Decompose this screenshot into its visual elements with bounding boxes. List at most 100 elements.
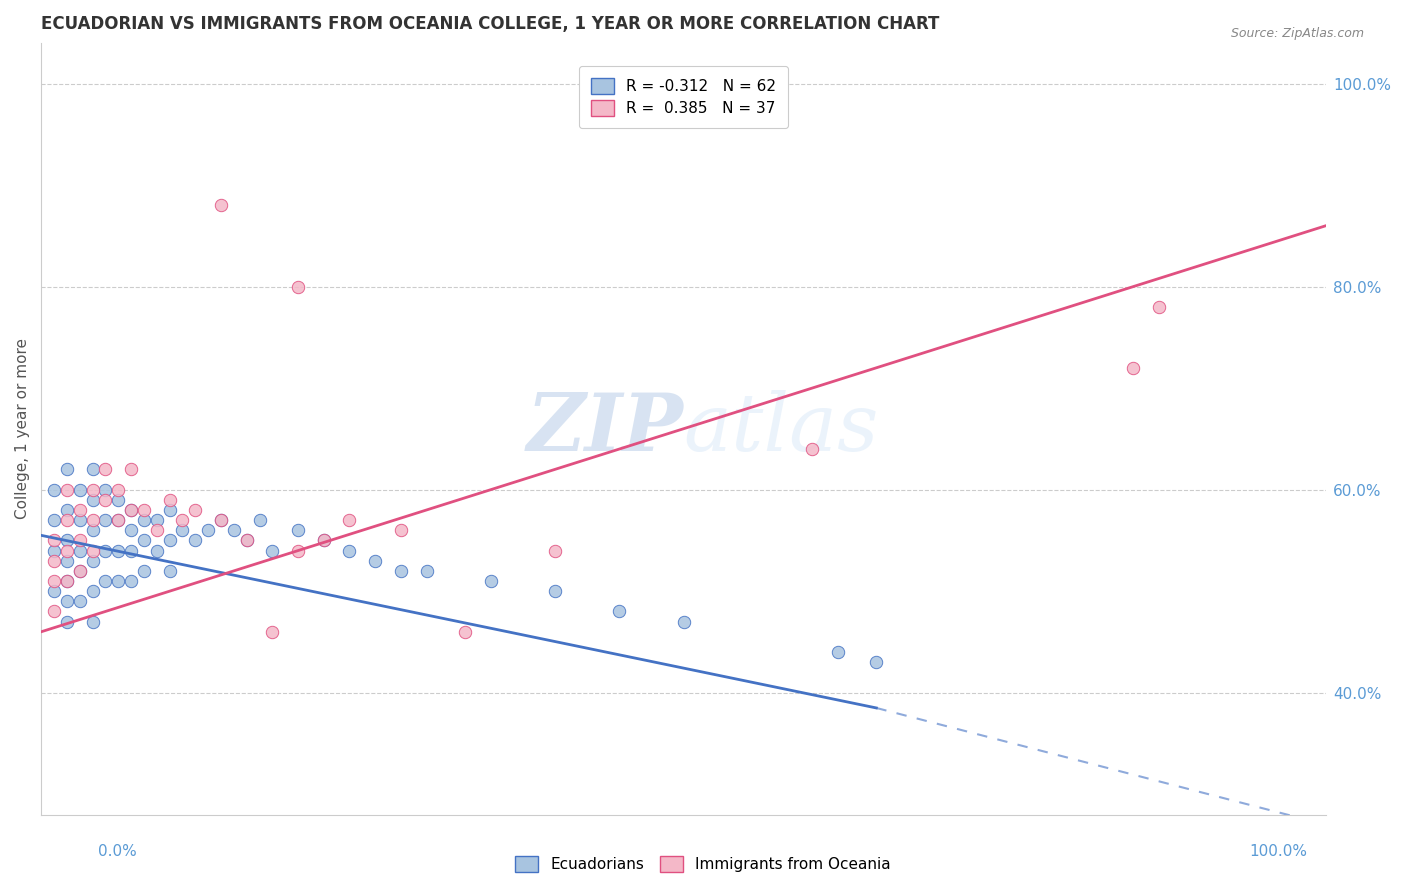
Point bbox=[801, 442, 824, 456]
Point bbox=[69, 594, 91, 608]
Point bbox=[544, 584, 567, 599]
Point bbox=[94, 483, 117, 497]
Point bbox=[56, 503, 79, 517]
Point bbox=[82, 462, 104, 476]
Point bbox=[1147, 300, 1170, 314]
Point bbox=[249, 513, 271, 527]
Point bbox=[69, 533, 91, 548]
Point bbox=[69, 564, 91, 578]
Point bbox=[120, 503, 142, 517]
Point bbox=[82, 615, 104, 629]
Point bbox=[42, 513, 65, 527]
Point bbox=[56, 615, 79, 629]
Point bbox=[56, 574, 79, 588]
Point bbox=[69, 564, 91, 578]
Point bbox=[312, 533, 335, 548]
Point bbox=[1122, 360, 1144, 375]
Point bbox=[107, 483, 129, 497]
Point bbox=[94, 574, 117, 588]
Text: atlas: atlas bbox=[683, 390, 879, 467]
Point bbox=[82, 584, 104, 599]
Point bbox=[287, 543, 309, 558]
Point bbox=[69, 513, 91, 527]
Point bbox=[389, 564, 412, 578]
Point bbox=[82, 513, 104, 527]
Point bbox=[42, 483, 65, 497]
Point bbox=[120, 543, 142, 558]
Point bbox=[56, 533, 79, 548]
Point bbox=[312, 533, 335, 548]
Point bbox=[107, 543, 129, 558]
Point bbox=[222, 523, 245, 537]
Point bbox=[82, 492, 104, 507]
Point bbox=[145, 523, 167, 537]
Text: 0.0%: 0.0% bbox=[98, 845, 138, 859]
Legend: R = -0.312   N = 62, R =  0.385   N = 37: R = -0.312 N = 62, R = 0.385 N = 37 bbox=[579, 66, 789, 128]
Point bbox=[145, 543, 167, 558]
Text: ECUADORIAN VS IMMIGRANTS FROM OCEANIA COLLEGE, 1 YEAR OR MORE CORRELATION CHART: ECUADORIAN VS IMMIGRANTS FROM OCEANIA CO… bbox=[41, 15, 939, 33]
Point bbox=[56, 483, 79, 497]
Point bbox=[120, 462, 142, 476]
Point bbox=[159, 503, 181, 517]
Point bbox=[132, 564, 155, 578]
Point bbox=[42, 574, 65, 588]
Point bbox=[235, 533, 257, 548]
Point bbox=[56, 594, 79, 608]
Point bbox=[82, 483, 104, 497]
Point bbox=[827, 645, 849, 659]
Point bbox=[42, 543, 65, 558]
Point bbox=[56, 554, 79, 568]
Point bbox=[339, 513, 361, 527]
Point bbox=[172, 513, 194, 527]
Point bbox=[209, 198, 232, 212]
Point bbox=[159, 492, 181, 507]
Point bbox=[94, 462, 117, 476]
Y-axis label: College, 1 year or more: College, 1 year or more bbox=[15, 338, 30, 519]
Point bbox=[42, 584, 65, 599]
Point bbox=[209, 513, 232, 527]
Point bbox=[107, 513, 129, 527]
Point bbox=[172, 523, 194, 537]
Point bbox=[120, 503, 142, 517]
Point bbox=[69, 503, 91, 517]
Text: 100.0%: 100.0% bbox=[1250, 845, 1308, 859]
Text: ZIP: ZIP bbox=[527, 390, 683, 467]
Point bbox=[132, 533, 155, 548]
Legend: Ecuadorians, Immigrants from Oceania: Ecuadorians, Immigrants from Oceania bbox=[508, 848, 898, 880]
Point bbox=[262, 624, 284, 639]
Point bbox=[132, 503, 155, 517]
Point bbox=[184, 533, 207, 548]
Point bbox=[120, 523, 142, 537]
Point bbox=[56, 513, 79, 527]
Point bbox=[389, 523, 412, 537]
Point bbox=[107, 492, 129, 507]
Point bbox=[159, 533, 181, 548]
Point bbox=[364, 554, 387, 568]
Point bbox=[287, 279, 309, 293]
Point bbox=[197, 523, 219, 537]
Point bbox=[120, 574, 142, 588]
Point bbox=[94, 543, 117, 558]
Point bbox=[479, 574, 502, 588]
Point bbox=[865, 655, 887, 669]
Point bbox=[339, 543, 361, 558]
Point bbox=[42, 533, 65, 548]
Point bbox=[209, 513, 232, 527]
Point bbox=[235, 533, 257, 548]
Point bbox=[415, 564, 437, 578]
Point bbox=[94, 492, 117, 507]
Point bbox=[69, 483, 91, 497]
Point bbox=[607, 605, 630, 619]
Point bbox=[42, 554, 65, 568]
Point bbox=[69, 543, 91, 558]
Point bbox=[94, 513, 117, 527]
Point bbox=[287, 523, 309, 537]
Point bbox=[184, 503, 207, 517]
Point bbox=[107, 574, 129, 588]
Point bbox=[672, 615, 695, 629]
Point bbox=[145, 513, 167, 527]
Point bbox=[107, 513, 129, 527]
Point bbox=[56, 543, 79, 558]
Point bbox=[56, 574, 79, 588]
Point bbox=[56, 462, 79, 476]
